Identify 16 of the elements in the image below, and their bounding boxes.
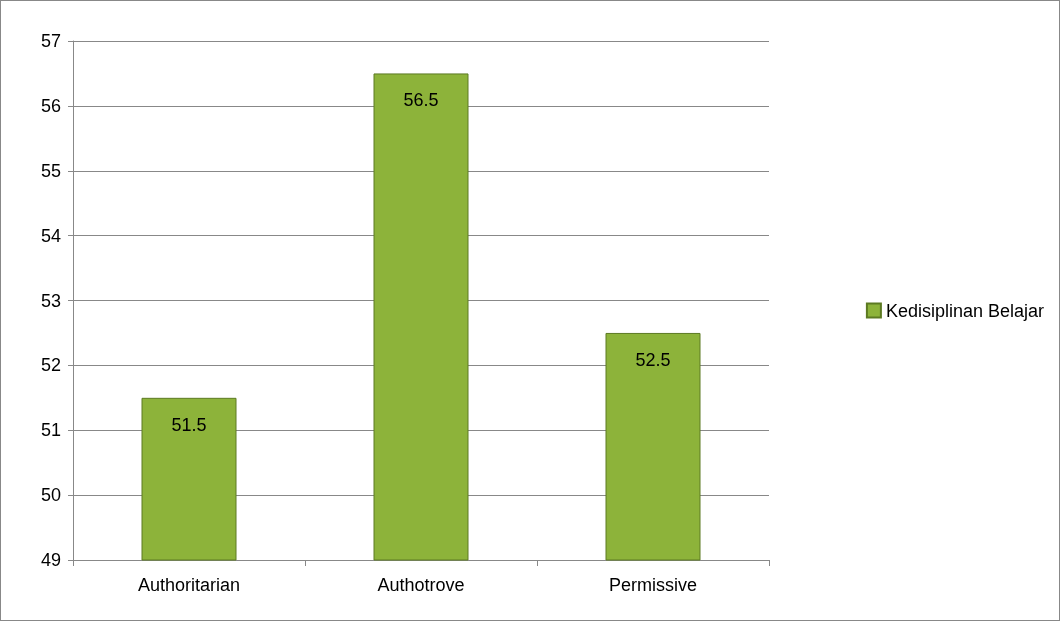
x-tick-label: Authotrove (377, 575, 465, 595)
y-tick-label: 52 (40, 355, 61, 376)
x-tick-label: Permissive (608, 575, 698, 595)
x-tick-label: Authoritarian (137, 575, 241, 595)
legend-label: Kedisiplinan Belajar (885, 300, 1045, 321)
data-label: 56.5 (403, 90, 439, 111)
y-tick-label: 57 (40, 31, 61, 51)
y-tick-label: 56 (40, 95, 61, 116)
y-tick-label: 50 (40, 485, 61, 506)
y-tick-label: 53 (40, 290, 61, 311)
data-label: 51.5 (171, 414, 207, 435)
y-tick-label: 49 (40, 550, 61, 570)
y-tick-label: 55 (40, 160, 61, 181)
y-tick-label: 51 (40, 420, 61, 441)
data-label: 52.5 (635, 349, 671, 370)
y-tick-label: 54 (40, 225, 61, 246)
